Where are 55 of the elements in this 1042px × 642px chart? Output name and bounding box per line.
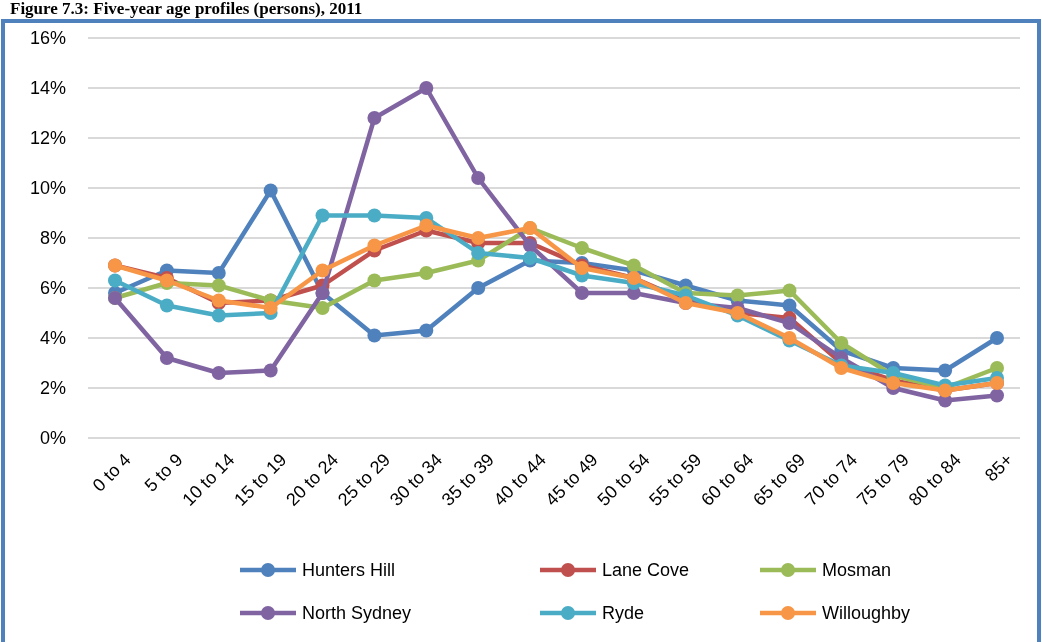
y-tick-label: 10% xyxy=(29,178,66,199)
point xyxy=(211,366,226,380)
y-tick-label: 16% xyxy=(29,28,66,49)
point xyxy=(315,263,330,278)
legend-label: Willoughby xyxy=(822,603,911,624)
point xyxy=(834,336,849,350)
point xyxy=(471,246,486,260)
point xyxy=(315,301,330,315)
point xyxy=(730,288,745,303)
point xyxy=(211,308,226,323)
point xyxy=(159,298,174,313)
legend-label: Hunters Hill xyxy=(302,560,396,581)
point xyxy=(471,171,486,185)
point xyxy=(159,351,174,365)
point xyxy=(315,208,330,223)
point xyxy=(211,278,226,293)
point xyxy=(367,273,382,288)
y-tick-label: 6% xyxy=(39,278,66,299)
point xyxy=(263,363,278,378)
point xyxy=(367,208,382,223)
point xyxy=(367,111,382,125)
point xyxy=(471,281,486,295)
point xyxy=(419,266,434,280)
point xyxy=(990,331,1004,345)
y-tick-label: 12% xyxy=(29,128,66,149)
point xyxy=(211,266,226,280)
y-tick-label: 4% xyxy=(39,328,66,349)
legend-label: Ryde xyxy=(602,603,645,624)
point xyxy=(782,283,797,298)
point xyxy=(108,273,122,288)
point xyxy=(367,328,382,343)
point xyxy=(574,286,589,300)
point xyxy=(782,298,797,313)
legend-label: Mosman xyxy=(822,560,892,581)
y-tick-label: 0% xyxy=(39,428,66,449)
y-tick-label: 14% xyxy=(29,78,66,99)
chart-title: Figure 7.3: Five-year age profiles (persons), 2011 xyxy=(10,0,363,18)
point xyxy=(419,323,434,338)
x-tick-label: 0 to 4 xyxy=(88,449,135,496)
y-tick-label: 2% xyxy=(39,378,66,399)
point xyxy=(990,388,1004,403)
point xyxy=(938,363,953,378)
y-tick-label: 8% xyxy=(39,228,66,249)
point xyxy=(419,81,434,95)
legend-label: Lane Cove xyxy=(602,560,690,581)
x-tick-label: 85+ xyxy=(981,449,1017,486)
point xyxy=(263,183,278,198)
point xyxy=(574,241,589,255)
point xyxy=(626,258,641,273)
point xyxy=(263,301,278,315)
point xyxy=(782,316,797,330)
point xyxy=(419,218,434,233)
point xyxy=(367,238,382,253)
legend-label: North Sydney xyxy=(302,603,412,624)
point xyxy=(471,231,486,245)
